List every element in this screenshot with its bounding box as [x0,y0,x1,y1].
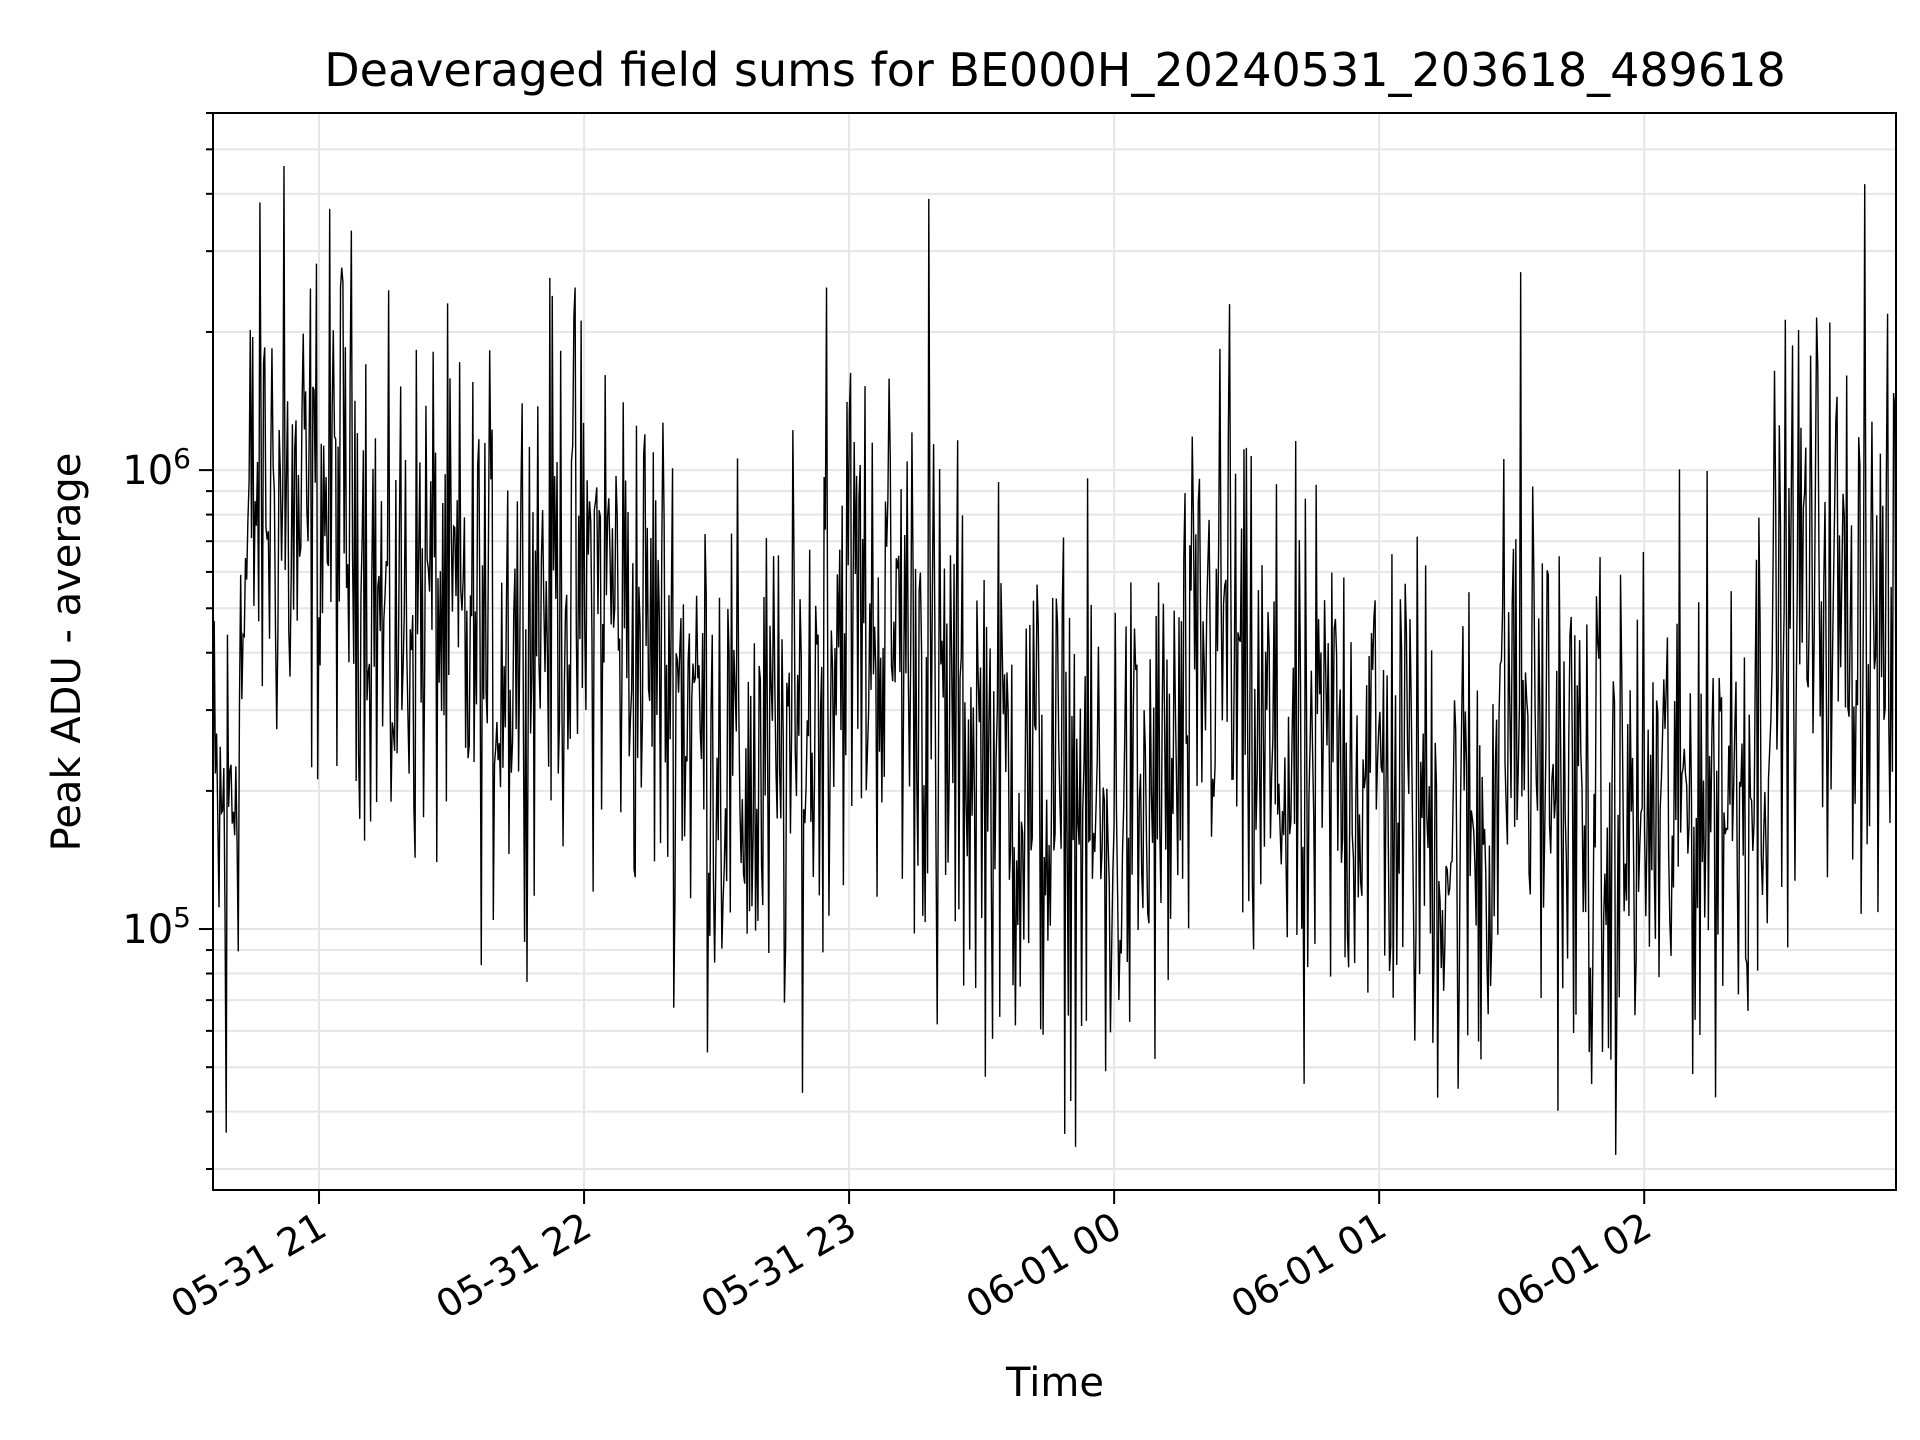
series-line-group [212,165,1897,1155]
plot-frame [212,112,1897,1191]
y-tick-label: 105 [122,901,191,953]
y-axis: 105 106 [122,112,213,1171]
y-tick-label: 106 [122,442,191,494]
series-line [212,165,1897,1155]
y-axis-label: Peak ADU - average [44,453,90,852]
x-axis-label: Time [1005,1360,1104,1406]
chart-title: Deaveraged field sums for BE000H_2024053… [324,43,1785,97]
